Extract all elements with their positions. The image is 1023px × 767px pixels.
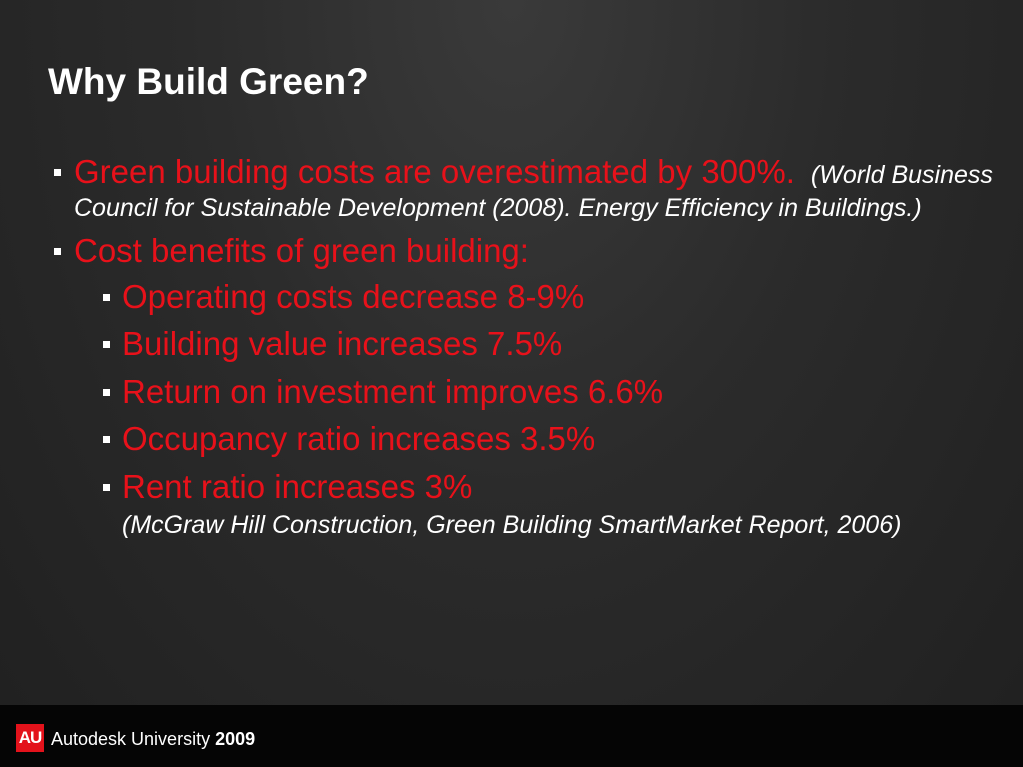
citation-wbcsd: (World Business Council for Sustainable … (74, 161, 993, 222)
square-bullet-icon (103, 436, 110, 444)
sub-item-operating-costs: Operating costs decrease 8-9% (48, 277, 993, 317)
footer-brand: Autodesk University 2009 (51, 727, 255, 751)
bullet-cost-overestimate: Green building costs are overestimated b… (48, 152, 993, 225)
citation-mcgraw-hill: (McGraw Hill Construction, Green Buildin… (122, 510, 902, 539)
brand-name: Autodesk University (51, 729, 211, 749)
bullet-cost-benefits: Cost benefits of green building: (48, 231, 993, 271)
brand-year: 2009 (215, 729, 256, 749)
sub-item-occupancy: Occupancy ratio increases 3.5% (48, 419, 993, 459)
sub-item-building-value: Building value increases 7.5% (48, 324, 993, 364)
slide-title: Why Build Green? (48, 61, 369, 102)
square-bullet-icon (103, 341, 110, 349)
sub-item-text: Building value increases 7.5% (122, 325, 563, 363)
au-logo-icon: AU (16, 724, 44, 752)
sub-item-text: Return on investment improves 6.6% (122, 372, 664, 410)
square-bullet-icon (103, 483, 110, 491)
bullet-text: Green building costs are overestimated b… (74, 153, 795, 190)
bullet-text: Cost benefits of green building: (74, 232, 529, 269)
slide-content: Green building costs are overestimated b… (48, 152, 993, 550)
square-bullet-icon (103, 293, 110, 301)
sub-item-text: Occupancy ratio increases 3.5% (122, 420, 596, 458)
sub-item-rent-ratio: Rent ratio increases 3% (McGraw Hill Con… (48, 467, 993, 542)
square-bullet-icon (54, 248, 61, 255)
sub-item-roi: Return on investment improves 6.6% (48, 372, 993, 412)
footer-bar: AU Autodesk University 2009 (0, 705, 1023, 767)
square-bullet-icon (103, 388, 110, 396)
sub-item-text: Rent ratio increases 3% (122, 467, 473, 505)
square-bullet-icon (54, 169, 61, 176)
sub-item-text: Operating costs decrease 8-9% (122, 277, 585, 315)
